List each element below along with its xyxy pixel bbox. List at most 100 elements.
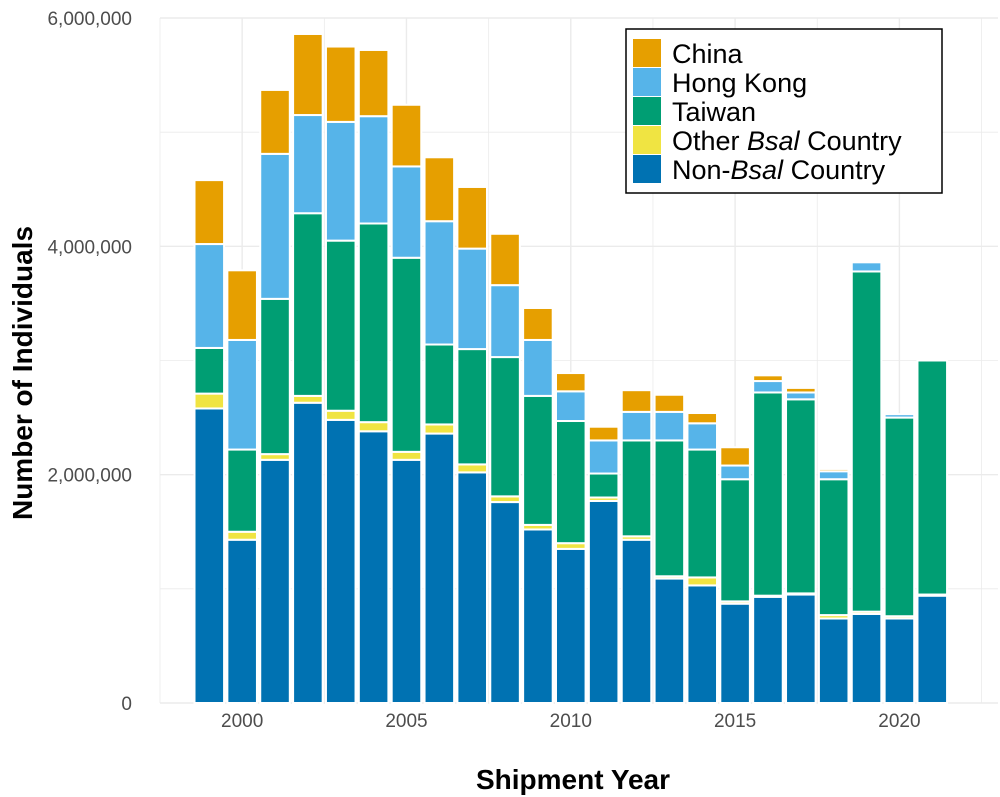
y-tick-label: 0: [121, 694, 132, 715]
legend-label-non_bsal: Non-Bsal Country: [672, 155, 886, 185]
bar-segment-hong_kong-2014: [686, 422, 719, 451]
bar-segment-non_bsal-2003: [324, 418, 357, 704]
bar-segment-china-2017: [785, 386, 817, 394]
bar-segment-taiwan-1999: [193, 346, 226, 395]
bar-segment-taiwan-2009: [522, 394, 554, 526]
bar-segment-non_bsal-2013: [653, 577, 686, 705]
bar-segment-non_bsal-2019: [850, 612, 883, 705]
bar-segment-hong_kong-2012: [620, 410, 653, 442]
bar-segment-hong_kong-2017: [785, 391, 817, 401]
bar-segment-china-2009: [522, 306, 554, 341]
x-tick-label: 2005: [385, 711, 427, 732]
bar-segment-hong_kong-2013: [653, 410, 686, 442]
bar-segment-non_bsal-2018: [817, 617, 850, 704]
x-tick-label: 2000: [221, 711, 263, 732]
bar-segment-taiwan-2000: [226, 448, 258, 533]
legend-swatch-non_bsal: [633, 155, 661, 183]
bar-segment-other_bsal-2000: [226, 530, 258, 541]
x-tick-label: 2010: [550, 711, 592, 732]
bar-segment-other_bsal-1999: [193, 392, 226, 410]
bar-segment-non_bsal-2010: [554, 547, 587, 704]
bar-segment-china-2002: [292, 32, 324, 117]
bar-segment-hong_kong-2008: [489, 284, 521, 359]
bar-segment-taiwan-2019: [850, 270, 883, 613]
x-tick-label: 2015: [714, 711, 756, 732]
bar-segment-china-2000: [226, 269, 258, 341]
bar-segment-hong_kong-2015: [719, 464, 751, 481]
y-tick-label: 6,000,000: [47, 9, 132, 30]
bar-segment-china-2005: [390, 103, 423, 168]
bar-segment-non_bsal-2004: [357, 430, 390, 704]
bar-segment-non_bsal-2005: [390, 458, 423, 705]
bar-segment-china-2007: [456, 185, 488, 250]
bar-segment-taiwan-2013: [653, 439, 686, 578]
bar-segment-taiwan-2005: [390, 256, 423, 453]
bar-segment-non_bsal-2008: [489, 501, 521, 705]
bar-segment-taiwan-2007: [456, 348, 488, 466]
bar-segment-other_bsal-2007: [456, 463, 488, 474]
legend-swatch-china: [633, 39, 661, 67]
bar-segment-non_bsal-2007: [456, 471, 488, 704]
bar-segment-taiwan-2021: [916, 359, 949, 596]
legend-swatch-taiwan: [633, 97, 661, 125]
bar-segment-taiwan-2016: [752, 391, 784, 597]
legend-swatch-other_bsal: [633, 126, 661, 154]
bar-segment-taiwan-2011: [587, 472, 620, 499]
bar-segment-china-2012: [620, 389, 653, 413]
bar-segment-hong_kong-2007: [456, 247, 488, 351]
bar-segment-other_bsal-2004: [357, 421, 390, 433]
legend-label-hong_kong: Hong Kong: [672, 68, 807, 98]
bar-segment-non_bsal-2002: [292, 401, 324, 704]
bars: [193, 32, 949, 705]
bar-segment-china-1999: [193, 179, 226, 246]
bar-segment-taiwan-2003: [324, 239, 357, 412]
bar-segment-hong_kong-2016: [752, 380, 784, 394]
bar-segment-taiwan-2012: [620, 439, 653, 538]
bar-segment-other_bsal-2005: [390, 450, 423, 461]
y-tick-label: 2,000,000: [47, 466, 132, 487]
bar-segment-china-2004: [357, 48, 390, 118]
bar-segment-hong_kong-2001: [259, 152, 291, 300]
bar-segment-taiwan-2004: [357, 222, 390, 424]
bar-segment-hong_kong-2006: [423, 220, 456, 346]
bar-segment-non_bsal-2021: [916, 594, 949, 705]
bar-segment-taiwan-2018: [817, 478, 850, 617]
bar-segment-non_bsal-2011: [587, 499, 620, 704]
bar-segment-hong_kong-2018: [817, 470, 850, 481]
bar-segment-china-2006: [423, 156, 456, 223]
bar-segment-non_bsal-2020: [883, 617, 916, 704]
bar-segment-china-2001: [259, 88, 291, 155]
bar-segment-other_bsal-2002: [292, 394, 324, 404]
bar-segment-china-2013: [653, 393, 686, 413]
bar-segment-hong_kong-2002: [292, 114, 324, 215]
y-axis-title: Number of Individuals: [7, 226, 38, 520]
x-axis-title: Shipment Year: [476, 764, 670, 795]
y-axis-ticks: 0 2,000,000 4,000,000 6,000,000: [47, 9, 132, 715]
legend-label-other_bsal: Other Bsal Country: [672, 126, 902, 156]
bar-segment-hong_kong-2000: [226, 338, 258, 451]
bar-segment-hong_kong-2020: [883, 413, 916, 419]
bar-segment-china-2010: [554, 372, 587, 393]
y-tick-label: 4,000,000: [47, 237, 132, 258]
bar-segment-china-2011: [587, 425, 620, 442]
x-axis-ticks: 2000 2005 2010 2015 2020: [221, 711, 921, 732]
bar-segment-other_bsal-2003: [324, 409, 357, 421]
bar-segment-non_bsal-2014: [686, 584, 719, 704]
legend-label-taiwan: Taiwan: [672, 97, 756, 127]
bar-segment-hong_kong-2010: [554, 390, 587, 423]
bar-segment-taiwan-2017: [785, 398, 817, 595]
bar-segment-taiwan-2002: [292, 212, 324, 397]
bar-segment-non_bsal-2000: [226, 538, 258, 704]
bar-segment-non_bsal-2017: [785, 593, 817, 705]
bar-segment-non_bsal-2015: [719, 602, 751, 704]
bar-segment-china-2016: [752, 374, 784, 383]
bar-segment-taiwan-2020: [883, 416, 916, 618]
bar-segment-china-2015: [719, 446, 751, 467]
bar-segment-other_bsal-2014: [686, 576, 719, 587]
bar-segment-taiwan-2015: [719, 478, 751, 603]
bar-segment-taiwan-2008: [489, 356, 521, 498]
legend-swatch-hong_kong: [633, 68, 661, 96]
bar-segment-non_bsal-2012: [620, 538, 653, 704]
